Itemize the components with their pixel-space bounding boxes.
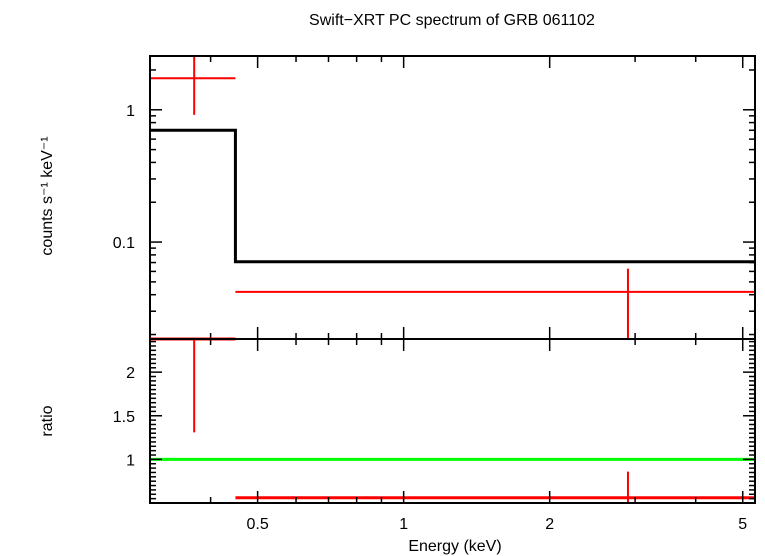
- spectrum-frame: [149, 55, 756, 340]
- x-tick-label-2: 2: [545, 516, 554, 533]
- ratio-y-tick-label-1.5: 1.5: [113, 409, 135, 426]
- chart-title: Swift−XRT PC spectrum of GRB 061102: [309, 12, 595, 29]
- ratio-y-tick-label-1: 1: [126, 452, 135, 469]
- x-axis-label: Energy (keV): [408, 538, 501, 555]
- x-tick-label-5: 5: [738, 516, 747, 533]
- spectrum-y-tick-label-0.1: 0.1: [113, 235, 135, 252]
- spectrum-panel: 0.11: [113, 55, 756, 340]
- x-tick-label-0.5: 0.5: [246, 516, 268, 533]
- ratio-panel: 0.5 1 2 5 1 1.5 2: [113, 337, 756, 533]
- spectrum-y-tick-label-1: 1: [126, 103, 135, 120]
- ratio-frame: [149, 338, 756, 504]
- ratio-y-axis-label: ratio: [39, 405, 56, 436]
- model-step-line: [150, 128, 755, 264]
- spectrum-y-axis-label: counts s⁻¹ keV⁻¹: [39, 136, 56, 255]
- x-tick-label-1: 1: [399, 516, 408, 533]
- ratio-y-tick-label-2: 2: [126, 365, 135, 382]
